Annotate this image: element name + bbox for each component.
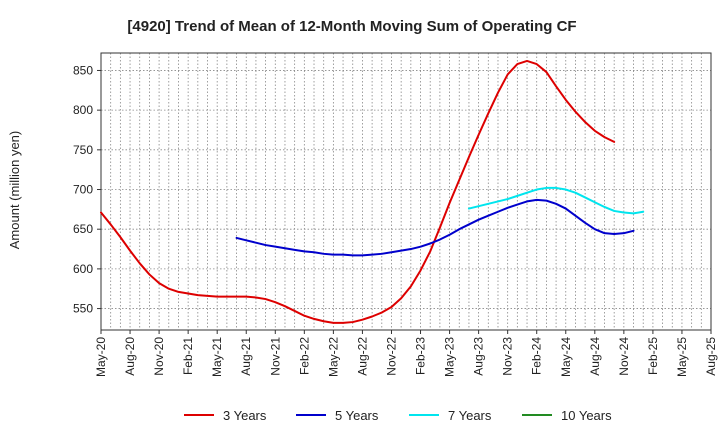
y-tick-label: 700 xyxy=(73,183,93,197)
y-axis-ticks: 550 600 650 700 750 800 850 xyxy=(73,63,101,316)
x-tick-label: May-25 xyxy=(675,337,689,377)
x-tick-label: Nov-22 xyxy=(384,337,398,376)
y-tick-label: 850 xyxy=(73,63,93,77)
x-tick-label: Nov-23 xyxy=(501,337,515,376)
x-tick-label: Feb-25 xyxy=(646,337,660,375)
x-tick-label: Aug-23 xyxy=(472,337,486,376)
x-tick-label: Aug-25 xyxy=(704,337,718,376)
y-tick-label: 550 xyxy=(73,302,93,316)
y-tick-label: 800 xyxy=(73,103,93,117)
y-tick-label: 600 xyxy=(73,262,93,276)
x-tick-label: Nov-20 xyxy=(152,337,166,376)
x-tick-label: May-21 xyxy=(210,337,224,377)
x-tick-label: Feb-22 xyxy=(297,337,311,375)
series-lines xyxy=(100,59,645,324)
x-tick-label: Aug-21 xyxy=(239,337,253,376)
legend-label: 7 Years xyxy=(448,408,492,423)
plot-frame xyxy=(100,52,712,331)
x-tick-label: Nov-21 xyxy=(268,337,282,376)
y-tick-label: 650 xyxy=(73,222,93,236)
y-tick-label: 750 xyxy=(73,143,93,157)
y-axis-label: Amount (million yen) xyxy=(7,131,22,250)
series-line-5-years xyxy=(235,198,635,257)
x-tick-label: May-20 xyxy=(94,337,108,377)
legend: 3 Years 5 Years 7 Years 10 Years xyxy=(184,408,612,423)
x-tick-label: Aug-24 xyxy=(588,337,602,376)
x-tick-label: Feb-21 xyxy=(181,337,195,375)
series-line-7-years xyxy=(467,186,645,215)
grid-lines xyxy=(101,53,711,330)
x-tick-label: May-24 xyxy=(559,337,573,377)
x-tick-label: Feb-23 xyxy=(414,337,428,375)
legend-label: 3 Years xyxy=(223,408,267,423)
legend-label: 5 Years xyxy=(335,408,379,423)
x-axis-ticks: May-20 Aug-20 Nov-20 Feb-21 May-21 Aug-21 Nov-… xyxy=(94,330,718,377)
x-tick-label: May-23 xyxy=(443,337,457,377)
series-line-3-years xyxy=(100,59,616,324)
x-tick-label: Aug-20 xyxy=(123,337,137,376)
x-tick-label: Aug-22 xyxy=(355,337,369,376)
x-tick-label: Feb-24 xyxy=(530,337,544,375)
legend-label: 10 Years xyxy=(561,408,612,423)
chart-title: [4920] Trend of Mean of 12-Month Moving … xyxy=(127,18,576,35)
x-tick-label: Nov-24 xyxy=(617,337,631,376)
x-tick-label: May-22 xyxy=(326,337,340,377)
